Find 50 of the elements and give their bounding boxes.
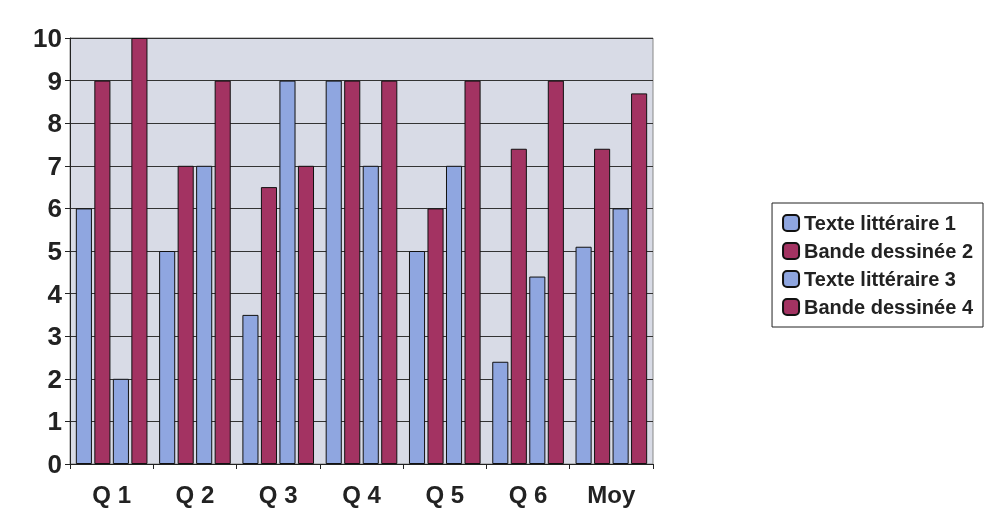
bar	[427, 208, 444, 464]
y-tick-label: 2	[47, 363, 62, 394]
bar	[214, 80, 231, 464]
bar	[631, 93, 648, 464]
bar	[575, 246, 592, 464]
bar	[242, 314, 259, 464]
bar	[445, 165, 463, 464]
bar	[612, 208, 629, 464]
bar	[75, 208, 92, 464]
x-tick-label: Q 4	[342, 480, 382, 508]
bar	[297, 165, 315, 464]
bar	[196, 165, 213, 464]
y-tick-label: 1	[47, 406, 62, 437]
y-tick-label: 9	[47, 65, 62, 96]
bar	[381, 80, 398, 464]
bar	[279, 80, 296, 464]
bar	[594, 148, 611, 464]
x-tick-label: Q 6	[508, 480, 548, 508]
x-tick-label: Q 1	[92, 480, 131, 508]
bar	[177, 165, 194, 464]
legend-label: Bande dessinée 2	[804, 240, 973, 262]
bar	[464, 80, 481, 464]
bar	[408, 251, 426, 464]
bar	[159, 251, 176, 464]
x-tick-label: Q 5	[425, 480, 465, 508]
legend-label: Texte littéraire 1	[804, 212, 956, 234]
y-tick-label: 4	[47, 278, 63, 309]
x-tick-label: Moy	[587, 480, 637, 508]
x-tick-label: Q 2	[175, 480, 215, 508]
bar	[94, 80, 111, 464]
legend-label: Texte littéraire 3	[804, 268, 956, 290]
bar	[112, 378, 129, 464]
legend-label: Bande dessinée 4	[804, 296, 974, 318]
x-tick-label: Q 3	[258, 480, 298, 508]
y-tick-label: 5	[47, 236, 62, 266]
bar	[492, 361, 509, 464]
y-tick-label: 0	[47, 449, 62, 479]
bar	[510, 148, 527, 464]
bar	[344, 80, 361, 464]
bar	[529, 276, 546, 464]
bar	[260, 187, 278, 464]
y-tick-label: 6	[47, 193, 62, 224]
y-tick-label: 8	[47, 108, 62, 139]
bar	[362, 165, 379, 464]
bar	[131, 38, 148, 464]
y-tick-label: 10	[33, 23, 62, 53]
y-tick-label: 7	[47, 150, 62, 181]
bar	[547, 80, 564, 464]
y-tick-label: 3	[47, 321, 62, 352]
bar	[325, 80, 342, 464]
